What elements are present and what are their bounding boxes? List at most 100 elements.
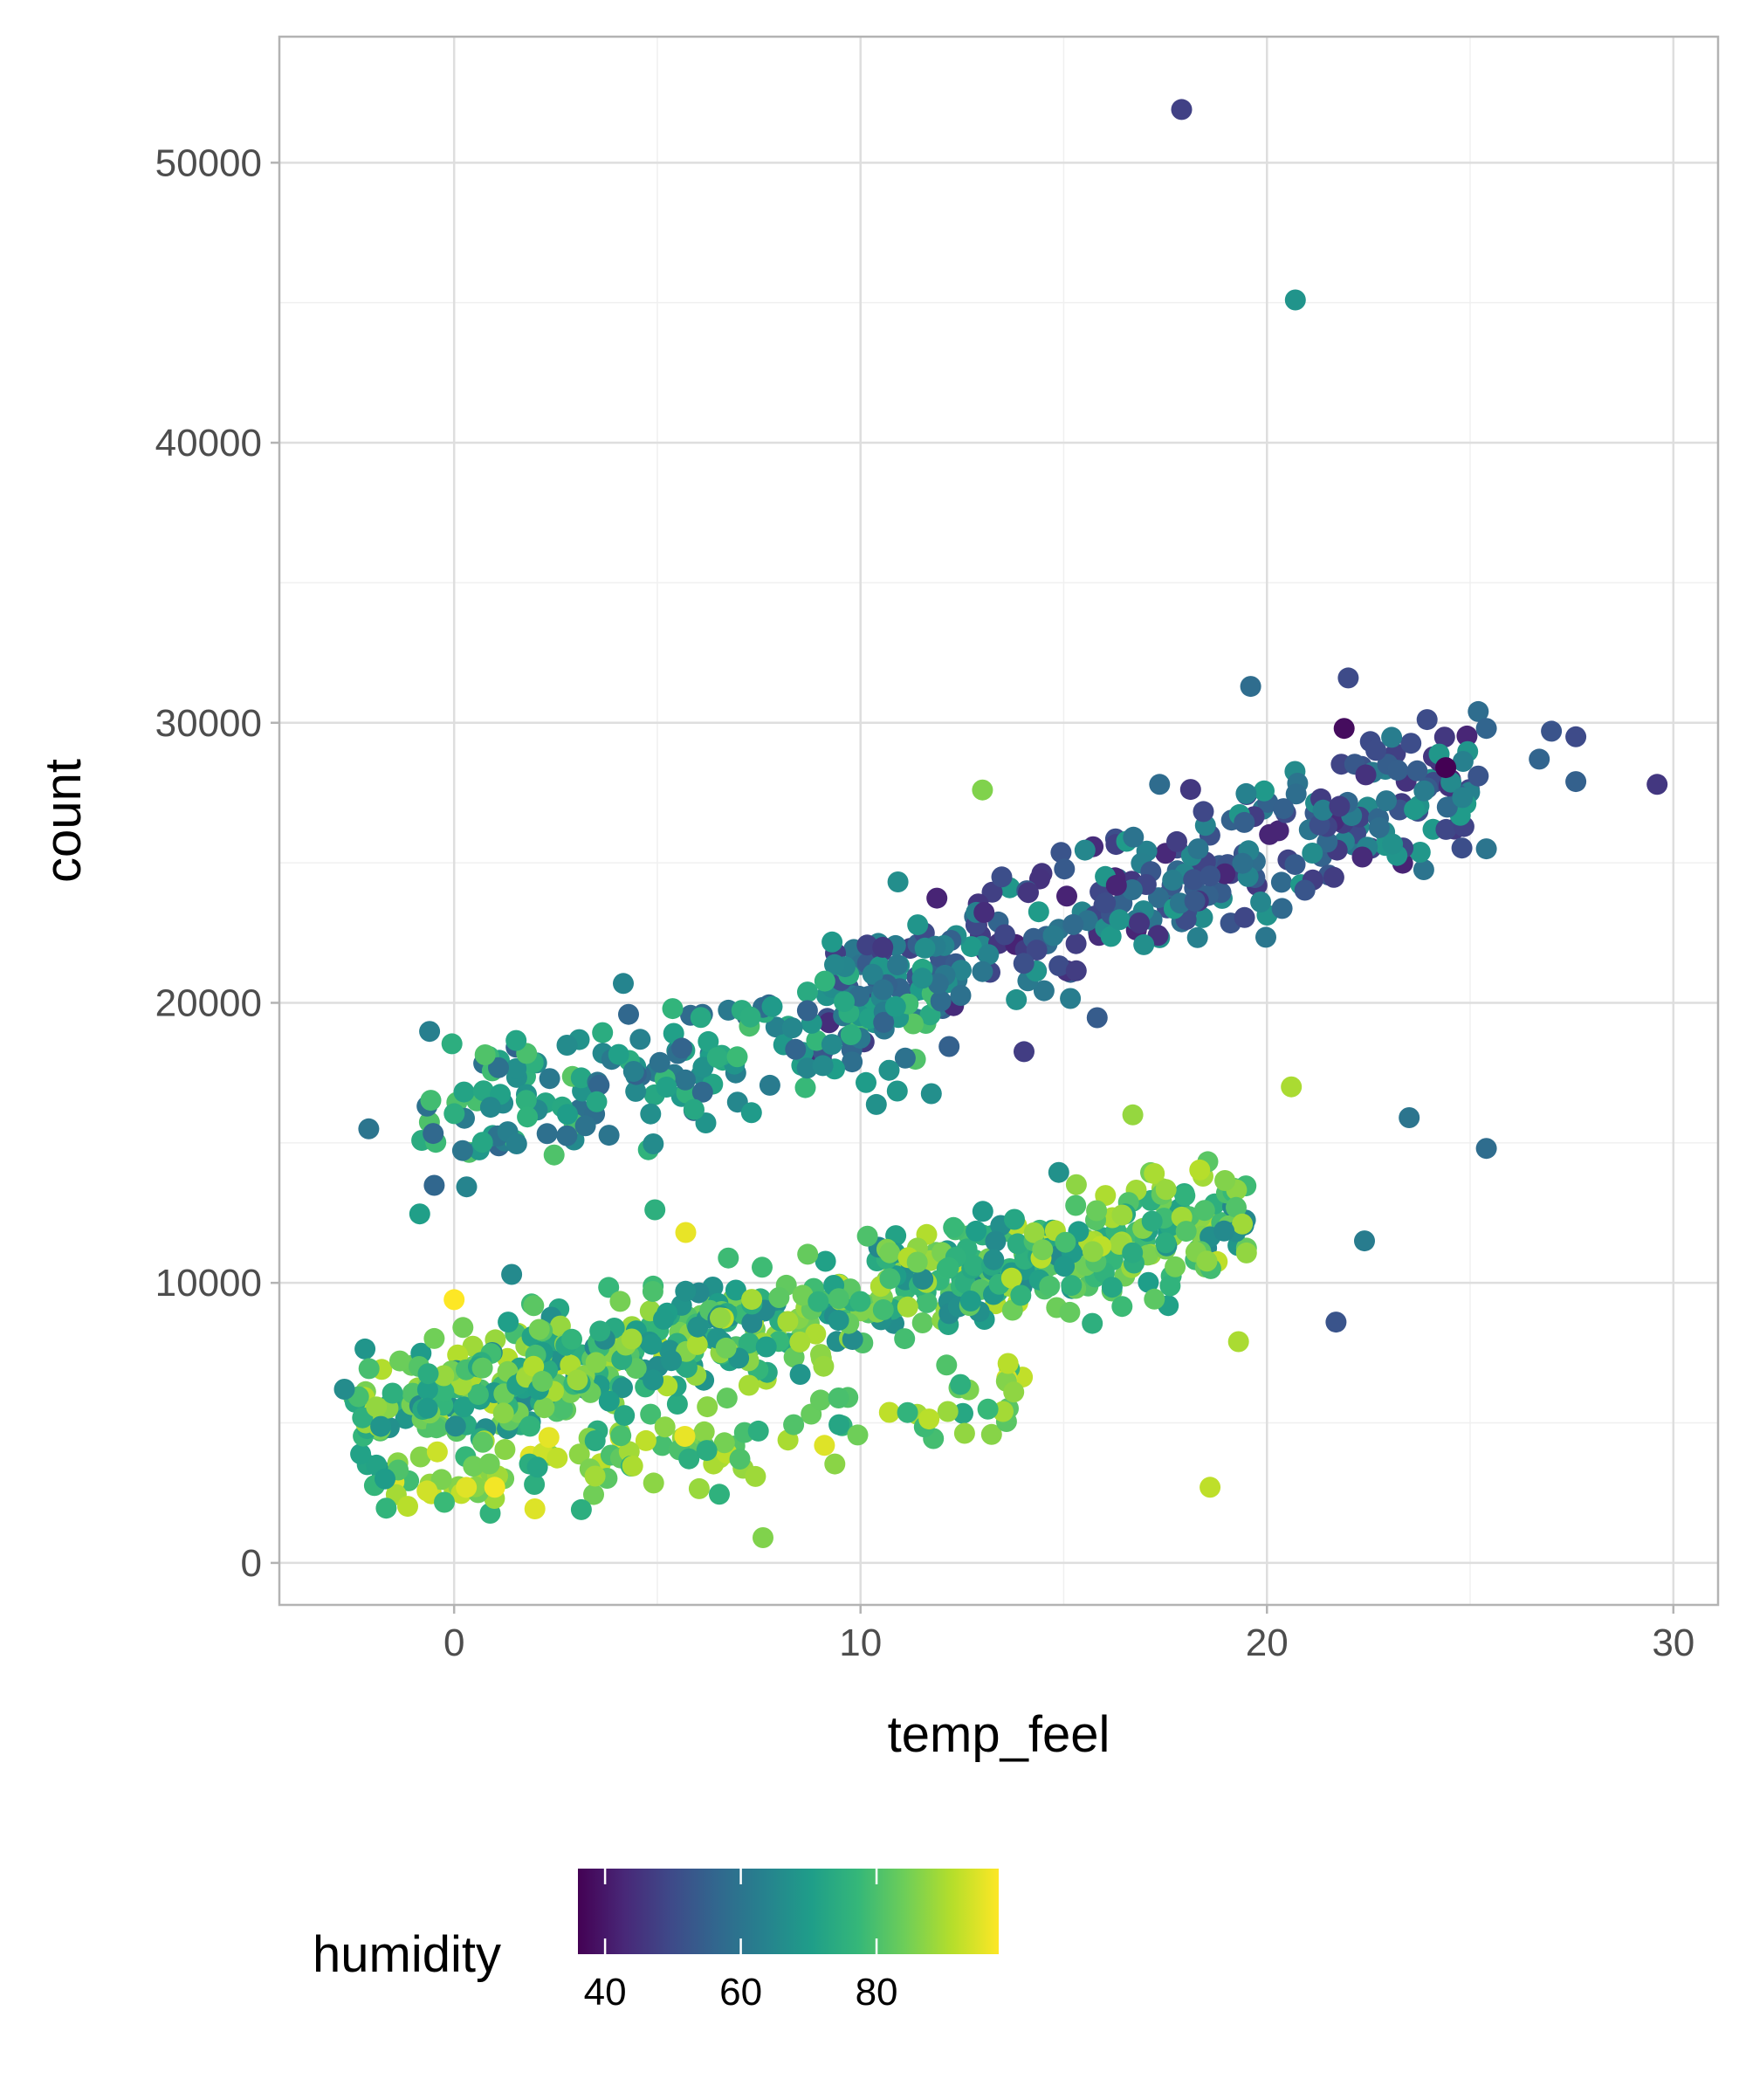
data-point: [498, 1312, 519, 1333]
data-point: [1452, 787, 1474, 809]
data-point: [991, 866, 1013, 888]
data-point: [911, 1312, 933, 1333]
data-point: [433, 1380, 455, 1402]
data-point: [643, 1472, 664, 1494]
data-point: [524, 1474, 546, 1495]
data-point: [740, 1102, 762, 1124]
data-point: [676, 1357, 698, 1378]
data-point: [894, 1047, 916, 1069]
data-point: [456, 1176, 478, 1198]
data-point: [1456, 725, 1478, 747]
data-point: [1323, 866, 1344, 888]
data-point: [1086, 1007, 1108, 1029]
data-point: [678, 1448, 700, 1470]
data-point: [930, 990, 952, 1012]
colorbar: [578, 1869, 999, 1954]
data-point: [1376, 790, 1397, 812]
data-point: [471, 1357, 493, 1379]
legend-tick-label: 60: [719, 1971, 762, 2014]
data-point: [492, 1402, 514, 1424]
y-tick-label: 10000: [155, 1262, 262, 1305]
data-point: [1325, 1312, 1347, 1333]
data-point: [1082, 1312, 1103, 1334]
data-point: [834, 991, 855, 1013]
data-point: [640, 1403, 662, 1425]
legend-ticks: 40 60 80: [584, 1869, 898, 2014]
data-point: [1179, 779, 1201, 801]
data-point: [1056, 885, 1077, 907]
data-point: [936, 1354, 958, 1376]
data-point: [333, 1379, 355, 1400]
data-point: [696, 1440, 718, 1462]
data-point: [1196, 1250, 1218, 1272]
data-point: [1271, 898, 1293, 919]
data-point: [1059, 1301, 1081, 1323]
data-point: [1122, 1242, 1144, 1263]
data-point: [920, 1083, 942, 1105]
data-point: [950, 985, 972, 1006]
data-point: [515, 1090, 537, 1112]
data-point: [643, 1133, 664, 1154]
data-point: [423, 1174, 445, 1196]
data-point: [588, 1074, 610, 1096]
data-point: [443, 1103, 465, 1125]
data-point: [729, 1449, 751, 1470]
data-point: [916, 1291, 938, 1313]
data-point: [814, 970, 835, 992]
data-point: [951, 960, 972, 981]
data-point: [683, 1098, 705, 1120]
data-point: [1475, 1138, 1497, 1160]
data-point: [1227, 1331, 1249, 1353]
data-point: [494, 1439, 516, 1460]
data-point: [568, 1443, 590, 1465]
data-point: [1086, 1200, 1108, 1222]
data-point: [1074, 839, 1096, 861]
data-point: [1213, 1220, 1235, 1242]
data-point: [1365, 740, 1387, 761]
data-point: [1529, 748, 1550, 770]
data-point: [808, 1291, 829, 1312]
data-point: [1061, 1275, 1083, 1297]
data-point: [824, 1453, 846, 1475]
data-point: [1250, 892, 1272, 912]
data-point: [1054, 1256, 1076, 1277]
data-point: [434, 1491, 455, 1513]
data-point: [1033, 980, 1055, 1002]
data-point: [926, 887, 948, 909]
data-point: [897, 1296, 918, 1318]
data-point: [1121, 879, 1143, 900]
data-point: [715, 1337, 737, 1359]
data-point: [887, 954, 909, 975]
data-point: [1192, 906, 1213, 928]
data-point: [1368, 816, 1390, 838]
data-point: [523, 1295, 545, 1317]
data-point: [815, 1250, 836, 1272]
data-point: [1234, 906, 1255, 928]
data-point: [370, 1415, 392, 1437]
data-point: [1475, 718, 1497, 740]
data-point: [1010, 1284, 1032, 1306]
data-point: [1232, 1213, 1254, 1235]
y-tick-label: 20000: [155, 981, 262, 1024]
data-point: [953, 1422, 975, 1444]
data-point: [1122, 1104, 1144, 1126]
data-point: [794, 1077, 816, 1098]
data-point: [610, 1425, 632, 1447]
data-point: [978, 944, 1000, 966]
data-point: [561, 1328, 582, 1350]
data-point: [842, 1051, 863, 1073]
data-point: [1065, 933, 1087, 954]
data-point: [1062, 913, 1084, 935]
data-point: [872, 936, 894, 958]
data-point: [397, 1496, 418, 1518]
x-tick-label: 30: [1652, 1621, 1694, 1664]
data-point: [1138, 1271, 1159, 1293]
data-point: [725, 1279, 746, 1301]
data-point: [528, 1319, 550, 1340]
data-point: [1273, 798, 1295, 820]
data-point: [614, 1405, 636, 1427]
data-point: [813, 1355, 835, 1377]
data-point: [625, 1080, 647, 1102]
data-point: [1436, 796, 1458, 818]
